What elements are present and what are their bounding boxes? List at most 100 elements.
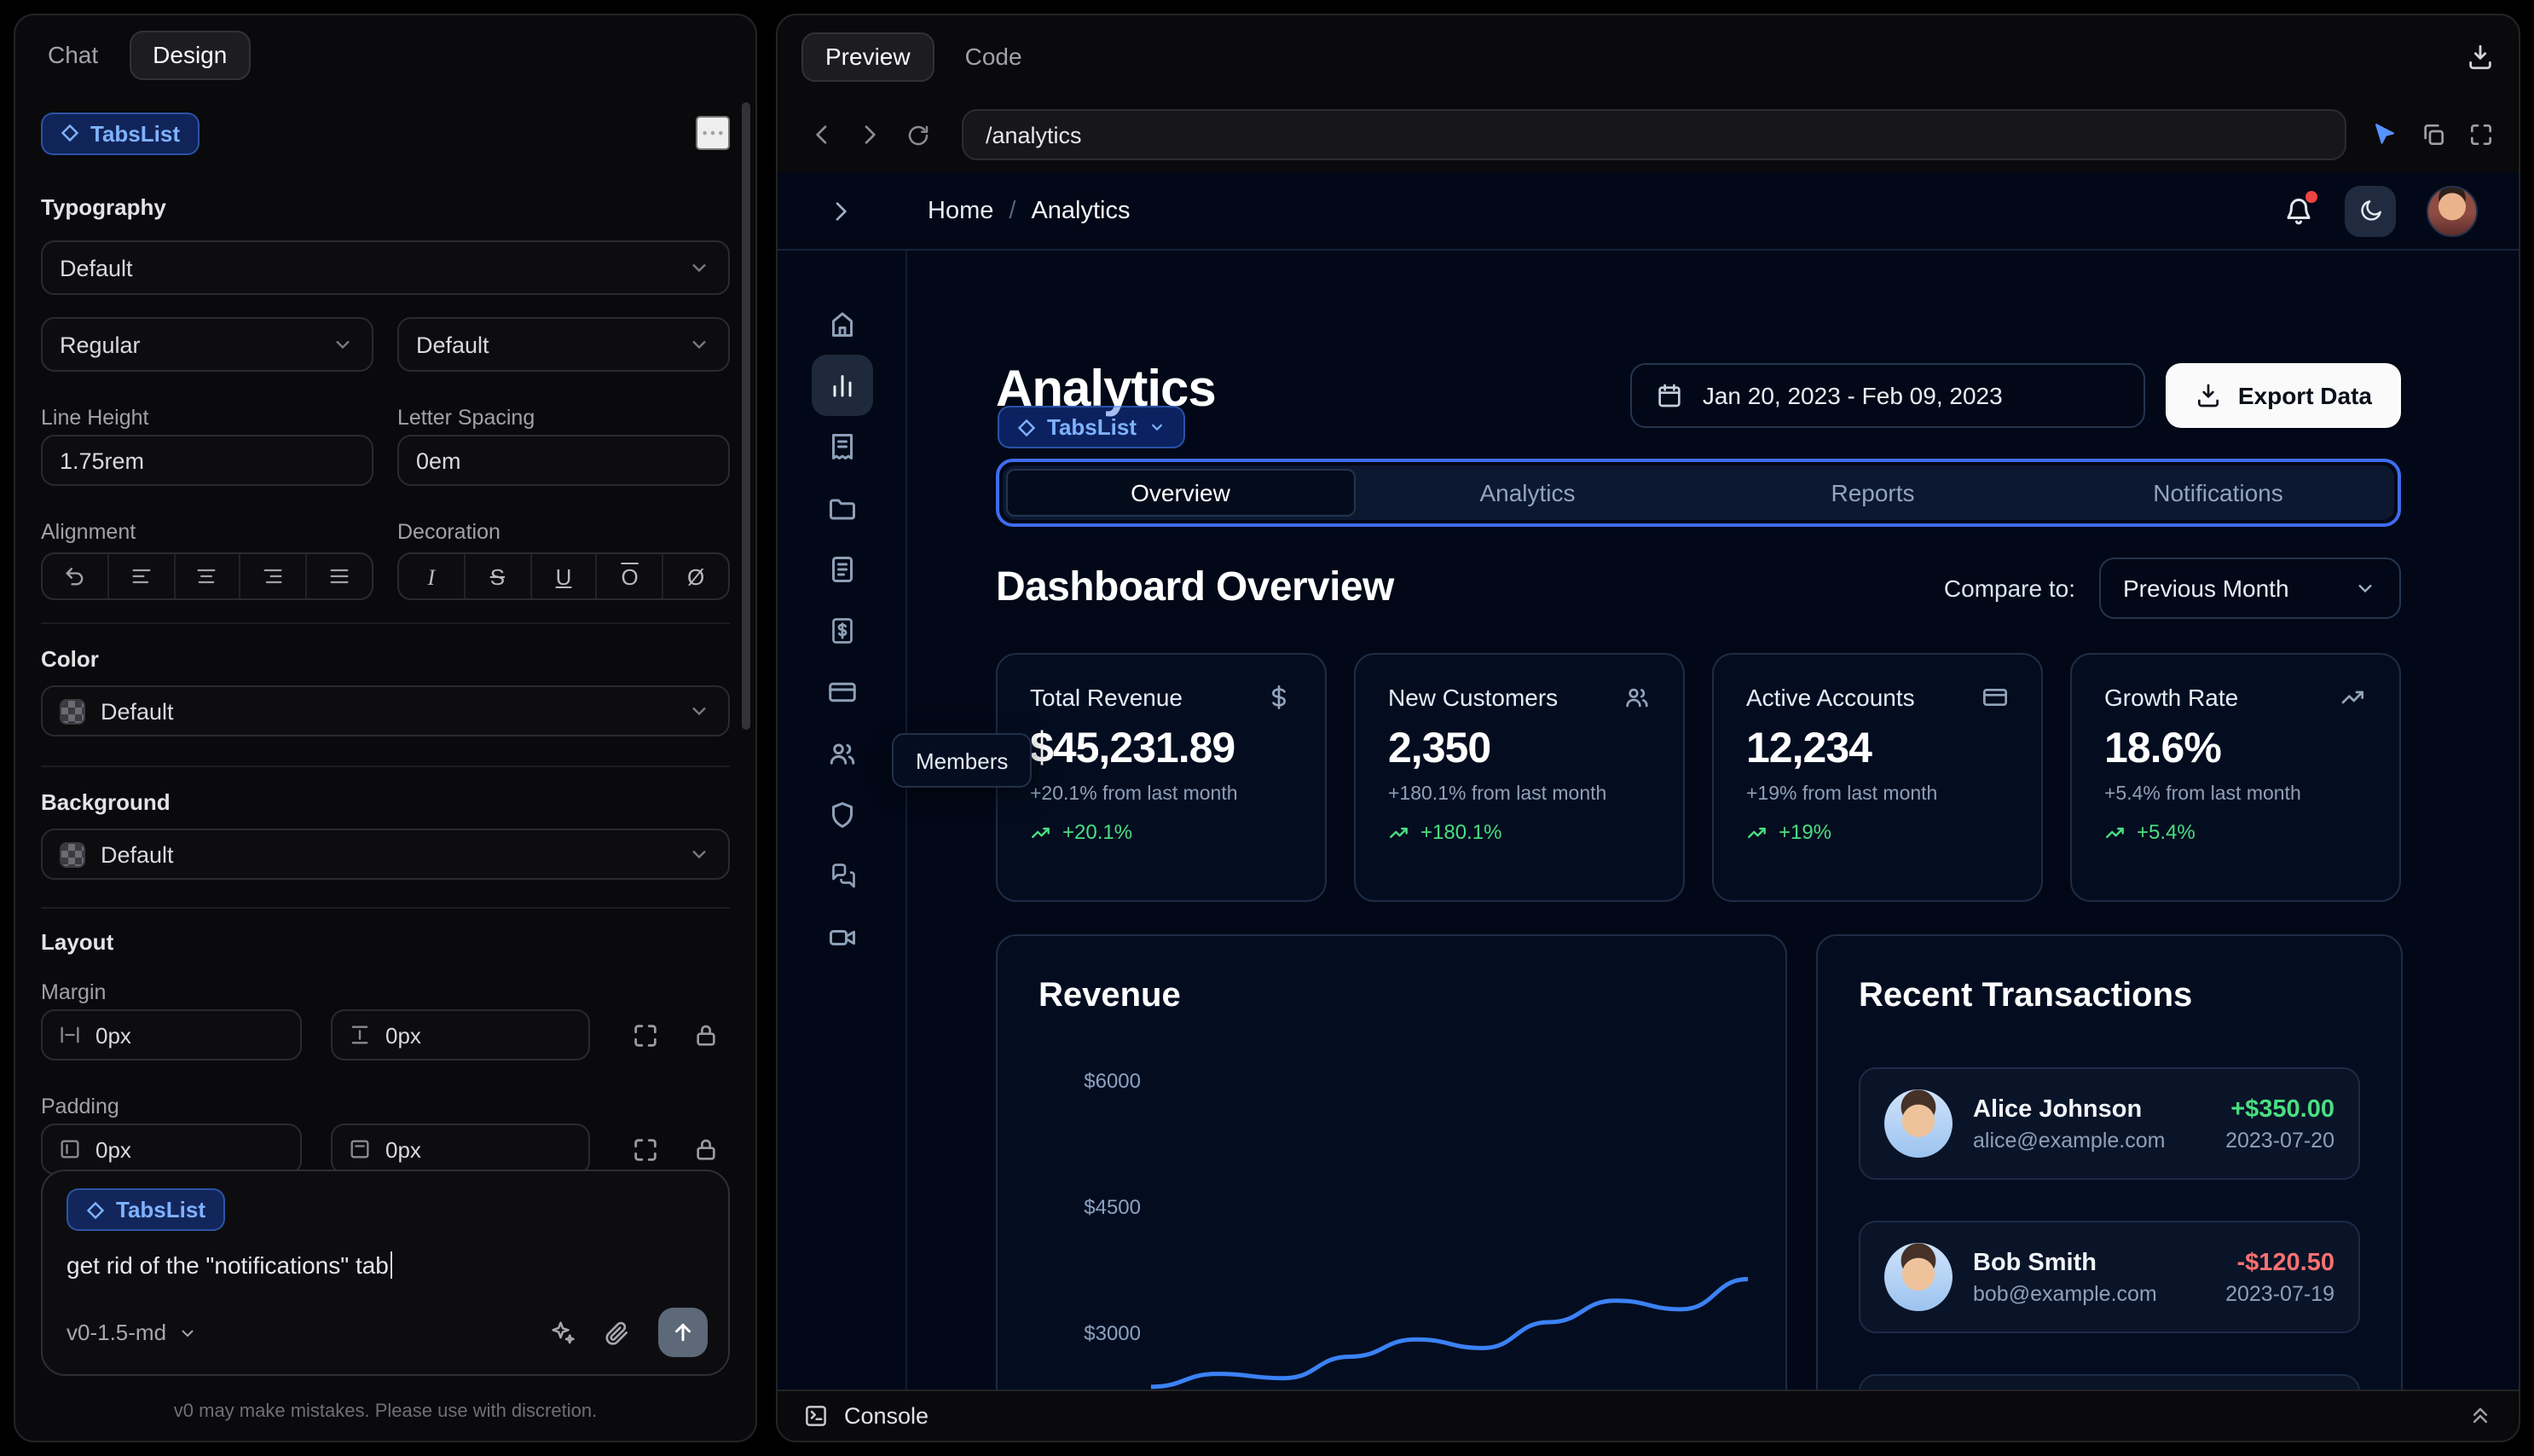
padding-x-input[interactable]: 0px xyxy=(41,1124,302,1175)
chat-composer[interactable]: TabsList get rid of the "notifications" … xyxy=(41,1170,730,1376)
chevron-down-icon xyxy=(692,340,706,350)
margin-lock-button[interactable] xyxy=(692,1021,720,1049)
section-divider xyxy=(41,622,730,624)
align-center-icon xyxy=(198,569,217,584)
decoration-label: Decoration xyxy=(397,520,500,544)
padding-expand-button[interactable] xyxy=(631,1135,660,1164)
console-bar[interactable]: Console xyxy=(778,1390,2519,1441)
font-size-select[interactable]: Default xyxy=(397,317,730,372)
align-right-button[interactable] xyxy=(239,554,306,598)
transaction-row-clipped xyxy=(1859,1374,2360,1390)
export-data-button[interactable]: Export Data xyxy=(2166,363,2401,428)
margin-y-input[interactable]: 0px xyxy=(331,1009,590,1060)
theme-toggle-button[interactable] xyxy=(2345,185,2396,236)
font-family-select[interactable]: Default xyxy=(41,240,730,295)
breadcrumb-home-link[interactable]: Home xyxy=(928,197,994,224)
panel-menu-button[interactable] xyxy=(696,116,730,150)
prompt-input[interactable]: get rid of the "notifications" tab xyxy=(67,1251,704,1279)
diamond-icon xyxy=(86,1200,105,1219)
breadcrumb-current: Analytics xyxy=(1031,197,1131,224)
user-avatar[interactable] xyxy=(2427,185,2478,236)
background-select[interactable]: Default xyxy=(41,829,730,880)
nav-forward-button[interactable] xyxy=(849,114,890,155)
date-range-picker[interactable]: Jan 20, 2023 - Feb 09, 2023 xyxy=(1630,363,2146,428)
tab-notifications[interactable]: Notifications xyxy=(2153,479,2283,506)
selected-element-badge[interactable]: TabsList xyxy=(998,406,1184,448)
decoration-italic-button[interactable]: I xyxy=(399,554,464,598)
inspect-element-button[interactable] xyxy=(2370,120,2399,149)
send-button[interactable] xyxy=(658,1308,708,1357)
text-caret xyxy=(390,1251,393,1279)
y-axis-tick: $6000 xyxy=(1084,1069,1141,1093)
decoration-strikethrough-button[interactable]: S xyxy=(463,554,530,598)
font-weight-select[interactable]: Regular xyxy=(41,317,373,372)
padding-lock-button[interactable] xyxy=(692,1135,720,1163)
color-select[interactable]: Default xyxy=(41,685,730,737)
align-reset-button[interactable] xyxy=(43,554,107,598)
revenue-card-title: Revenue xyxy=(1038,977,1181,1014)
sidebar-icon-security[interactable] xyxy=(811,784,872,846)
panel-scrollbar[interactable] xyxy=(742,102,750,730)
sidebar-icon-members[interactable] xyxy=(811,723,872,784)
lock-icon xyxy=(697,1139,715,1160)
copy-button[interactable] xyxy=(2420,121,2447,148)
design-panel: Chat Design TabsList Typography Default … xyxy=(14,14,757,1442)
tab-overview[interactable]: Overview xyxy=(1006,469,1355,517)
decoration-none-button[interactable]: Ø xyxy=(662,554,728,598)
sidebar-icon-analytics[interactable] xyxy=(811,355,872,416)
home-icon xyxy=(831,312,852,337)
align-center-button[interactable] xyxy=(173,554,240,598)
attach-file-button[interactable] xyxy=(604,1319,631,1346)
notebook-icon xyxy=(831,557,852,582)
maximize-icon xyxy=(2471,124,2491,145)
line-height-input[interactable]: 1.75rem xyxy=(41,435,373,486)
chevrons-up-icon xyxy=(2473,1407,2488,1424)
letter-spacing-label: Letter Spacing xyxy=(397,406,535,430)
selected-element-chip[interactable]: TabsList xyxy=(41,112,199,154)
transaction-avatar xyxy=(1884,1089,1953,1158)
enhance-prompt-button[interactable] xyxy=(547,1318,576,1347)
sparkles-icon xyxy=(552,1321,575,1344)
tab-chat[interactable]: Chat xyxy=(48,41,99,68)
composer-context-chip[interactable]: TabsList xyxy=(67,1188,224,1231)
url-input[interactable]: /analytics xyxy=(962,109,2346,160)
download-button[interactable] xyxy=(2466,42,2495,71)
sidebar-icon-cards[interactable] xyxy=(811,662,872,723)
tab-preview[interactable]: Preview xyxy=(801,32,934,81)
chevron-down-icon xyxy=(692,707,706,716)
notifications-button[interactable] xyxy=(2283,190,2317,226)
fullscreen-button[interactable] xyxy=(2467,121,2495,148)
maximize-icon xyxy=(634,1024,657,1046)
sidebar-icon-home[interactable] xyxy=(811,293,872,355)
decoration-underline-button[interactable]: U xyxy=(529,554,596,598)
revenue-chart-card: Revenue $6000 $4500 $3000 xyxy=(996,934,1787,1390)
sidebar-icon-notes[interactable] xyxy=(811,539,872,600)
refresh-button[interactable] xyxy=(897,114,938,155)
nav-back-button[interactable] xyxy=(801,114,842,155)
tab-design[interactable]: Design xyxy=(129,30,252,79)
sidebar-icon-billing[interactable] xyxy=(811,600,872,662)
model-select[interactable]: v0-1.5-md xyxy=(67,1320,197,1345)
decoration-overline-button[interactable]: O xyxy=(595,554,662,598)
sidebar-icon-receipts[interactable] xyxy=(811,416,872,477)
stat-card-new-customers: New Customers 2,350 +180.1% from last mo… xyxy=(1354,653,1685,902)
sidebar-icon-files[interactable] xyxy=(811,477,872,539)
folder-icon xyxy=(829,499,854,520)
margin-x-input[interactable]: 0px xyxy=(41,1009,302,1060)
compare-period-select[interactable]: Previous Month xyxy=(2099,558,2401,619)
align-left-button[interactable] xyxy=(107,554,174,598)
tab-code[interactable]: Code xyxy=(964,43,1022,70)
video-icon xyxy=(829,930,854,945)
padding-y-input[interactable]: 0px xyxy=(331,1124,590,1175)
sidebar-toggle-button[interactable] xyxy=(819,188,863,233)
align-justify-button[interactable] xyxy=(305,554,372,598)
tab-analytics[interactable]: Analytics xyxy=(1479,479,1576,506)
margin-expand-button[interactable] xyxy=(631,1020,660,1049)
lock-icon xyxy=(697,1025,715,1046)
console-expand-button[interactable] xyxy=(2467,1403,2493,1429)
tab-reports[interactable]: Reports xyxy=(1831,479,1915,506)
sidebar-icon-messages[interactable] xyxy=(811,846,872,907)
letter-spacing-input[interactable]: 0em xyxy=(397,435,730,486)
receipt-icon xyxy=(831,434,852,459)
sidebar-icon-video[interactable] xyxy=(811,907,872,968)
